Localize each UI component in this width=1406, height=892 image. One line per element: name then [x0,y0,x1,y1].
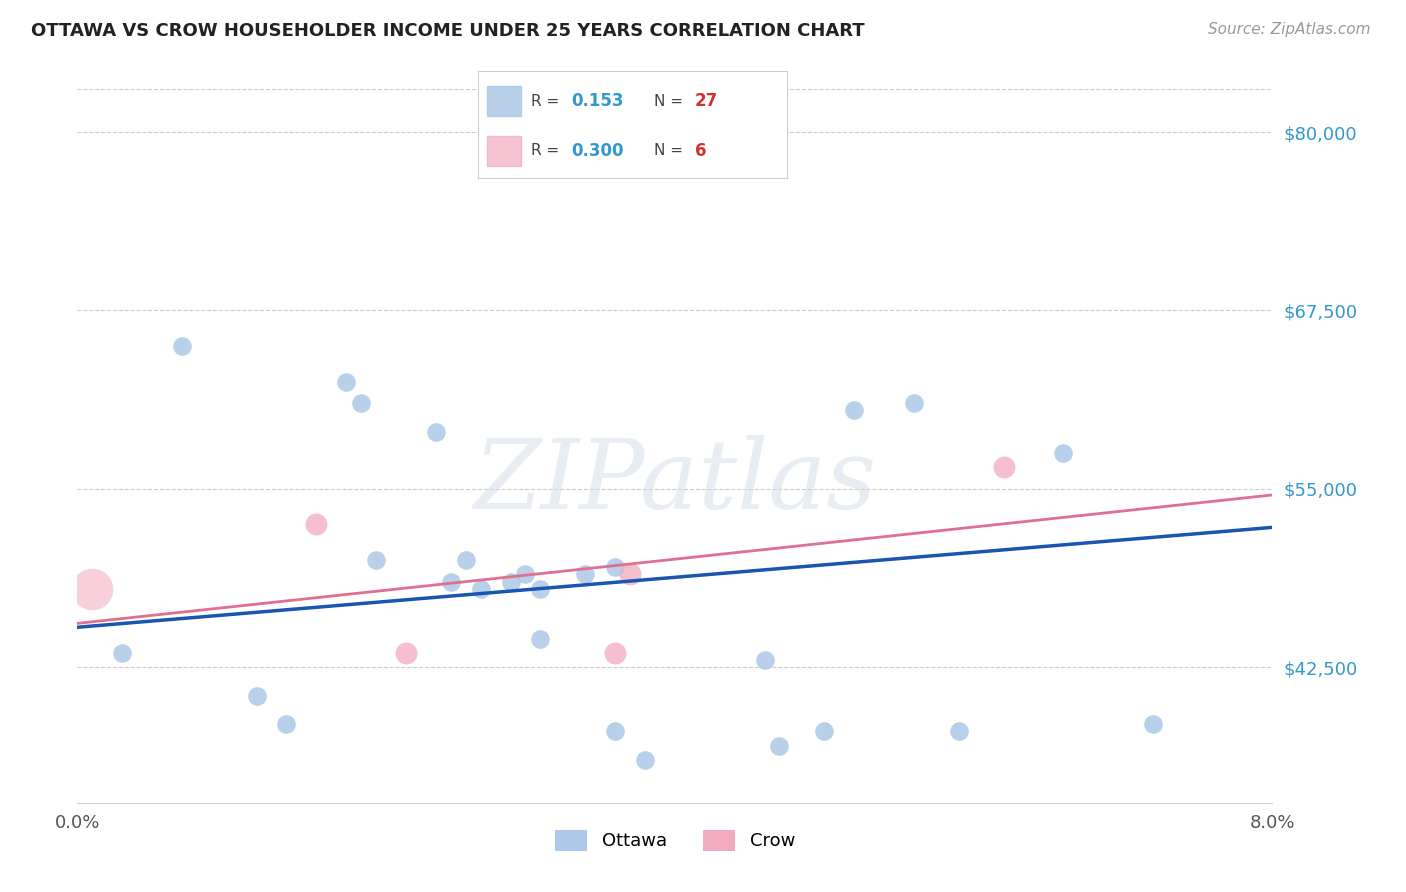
Text: 0.300: 0.300 [571,142,623,160]
Text: R =: R = [530,143,564,158]
Point [605,646,627,660]
Point [903,396,925,410]
Point [619,567,641,582]
Text: 27: 27 [695,93,718,111]
Point [276,717,298,731]
Point [170,339,193,353]
Point [1142,717,1164,731]
Text: 6: 6 [695,142,706,160]
Point [574,567,596,582]
Text: ZIPatlas: ZIPatlas [474,434,876,529]
Point [246,689,269,703]
Point [454,553,477,567]
Point [754,653,776,667]
Point [366,553,388,567]
Text: OTTAWA VS CROW HOUSEHOLDER INCOME UNDER 25 YEARS CORRELATION CHART: OTTAWA VS CROW HOUSEHOLDER INCOME UNDER … [31,22,865,40]
Legend: Ottawa, Crow: Ottawa, Crow [547,822,803,858]
Text: N =: N = [654,94,688,109]
Point [634,753,657,767]
Point [305,517,328,532]
Point [350,396,373,410]
Text: 0.153: 0.153 [571,93,623,111]
Text: Source: ZipAtlas.com: Source: ZipAtlas.com [1208,22,1371,37]
Point [605,560,627,574]
Point [440,574,463,589]
Point [499,574,522,589]
FancyBboxPatch shape [488,136,522,166]
Point [768,739,790,753]
Text: R =: R = [530,94,564,109]
Point [529,632,551,646]
Point [813,724,835,739]
Text: N =: N = [654,143,688,158]
Point [470,582,492,596]
FancyBboxPatch shape [488,87,522,116]
Point [82,582,104,596]
Point [844,403,866,417]
Point [993,460,1015,475]
Point [605,724,627,739]
Point [515,567,537,582]
Point [395,646,418,660]
Point [529,582,551,596]
Point [335,375,357,389]
Point [425,425,447,439]
Point [1052,446,1074,460]
Point [948,724,970,739]
Point [111,646,134,660]
